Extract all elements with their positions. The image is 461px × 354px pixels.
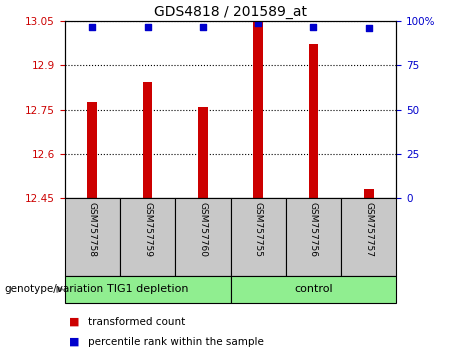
Bar	[253, 22, 263, 198]
Text: percentile rank within the sample: percentile rank within the sample	[88, 337, 264, 347]
Text: ■: ■	[69, 337, 80, 347]
Bar	[65, 198, 120, 276]
Point	[254, 20, 262, 26]
Point	[365, 25, 372, 31]
Point	[199, 24, 207, 29]
Text: GSM757755: GSM757755	[254, 202, 263, 257]
Bar	[175, 198, 230, 276]
Bar	[286, 198, 341, 276]
Bar	[230, 198, 286, 276]
Bar	[120, 198, 175, 276]
Point	[144, 24, 151, 29]
Point	[310, 24, 317, 29]
Text: GSM757756: GSM757756	[309, 202, 318, 257]
Text: TIG1 depletion: TIG1 depletion	[107, 284, 188, 295]
Bar	[364, 189, 374, 198]
Text: transformed count: transformed count	[88, 317, 185, 327]
Text: genotype/variation: genotype/variation	[5, 284, 104, 295]
Bar	[142, 82, 153, 198]
Title: GDS4818 / 201589_at: GDS4818 / 201589_at	[154, 5, 307, 19]
Point	[89, 24, 96, 29]
Text: GSM757760: GSM757760	[198, 202, 207, 257]
Text: control: control	[294, 284, 333, 295]
Text: ■: ■	[69, 317, 80, 327]
Bar	[65, 276, 230, 303]
Text: GSM757758: GSM757758	[88, 202, 97, 257]
Text: GSM757759: GSM757759	[143, 202, 152, 257]
Bar	[308, 44, 319, 198]
Bar	[341, 198, 396, 276]
Bar	[198, 107, 208, 198]
Text: GSM757757: GSM757757	[364, 202, 373, 257]
Bar	[87, 102, 97, 198]
Bar	[230, 276, 396, 303]
